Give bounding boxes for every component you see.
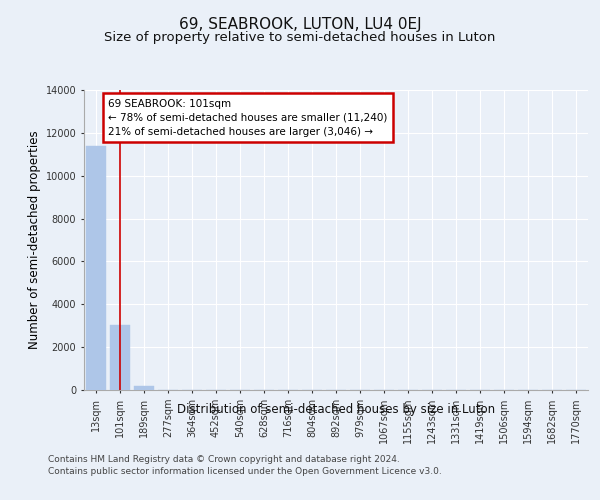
Text: Contains HM Land Registry data © Crown copyright and database right 2024.: Contains HM Land Registry data © Crown c…: [48, 455, 400, 464]
Bar: [86, 146, 106, 390]
Text: 69, SEABROOK, LUTON, LU4 0EJ: 69, SEABROOK, LUTON, LU4 0EJ: [179, 18, 421, 32]
Text: 69 SEABROOK: 101sqm
← 78% of semi-detached houses are smaller (11,240)
21% of se: 69 SEABROOK: 101sqm ← 78% of semi-detach…: [108, 98, 388, 136]
Text: Distribution of semi-detached houses by size in Luton: Distribution of semi-detached houses by …: [177, 402, 495, 415]
Bar: [134, 386, 154, 390]
Text: Contains public sector information licensed under the Open Government Licence v3: Contains public sector information licen…: [48, 467, 442, 476]
Bar: [110, 324, 130, 390]
Y-axis label: Number of semi-detached properties: Number of semi-detached properties: [28, 130, 41, 350]
Text: Size of property relative to semi-detached houses in Luton: Size of property relative to semi-detach…: [104, 31, 496, 44]
